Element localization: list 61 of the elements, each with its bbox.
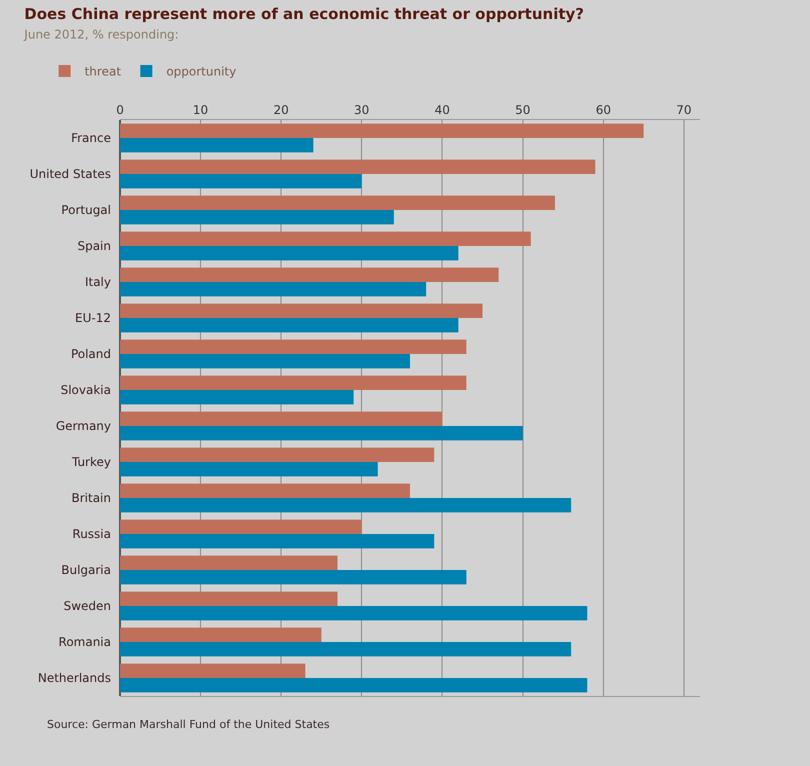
y-tick-label: Slovakia	[60, 383, 111, 398]
x-tick-label: 40	[434, 103, 450, 118]
y-tick-label: Russia	[72, 527, 111, 542]
y-tick-label: Germany	[56, 419, 111, 434]
y-tick-label: Romania	[58, 635, 111, 650]
y-tick-label: Turkey	[70, 455, 111, 470]
y-tick-label: United States	[30, 167, 111, 182]
y-tick-label: Spain	[77, 239, 111, 254]
chart-title: Does China represent more of an economic threat or opportunity?	[24, 5, 584, 24]
chart-subtitle: June 2012, % responding:	[23, 28, 179, 42]
bar	[120, 196, 555, 210]
x-tick-label: 30	[354, 103, 370, 118]
x-tick-label: 70	[676, 103, 692, 118]
bar	[120, 426, 523, 440]
bar	[120, 246, 458, 260]
bar	[120, 268, 499, 282]
bar	[120, 570, 466, 584]
bar	[120, 520, 362, 534]
bar	[120, 232, 531, 246]
bar	[120, 462, 378, 476]
bar	[120, 318, 458, 332]
legend-label: threat	[84, 64, 122, 79]
bar	[120, 484, 410, 498]
y-tick-label: EU-12	[75, 311, 111, 326]
x-tick-label: 0	[116, 103, 124, 118]
y-tick-label: Netherlands	[38, 671, 111, 686]
bar	[120, 534, 434, 548]
bar	[120, 138, 314, 152]
bar	[120, 664, 306, 678]
source-note: Source: German Marshall Fund of the United States	[47, 718, 330, 731]
y-tick-label: Sweden	[64, 599, 111, 614]
bar	[120, 628, 322, 642]
bar	[120, 606, 588, 620]
y-tick-label: Italy	[84, 275, 111, 290]
bar	[120, 160, 596, 174]
bar	[120, 354, 410, 368]
x-tick-label: 60	[596, 103, 611, 118]
bar	[120, 340, 466, 354]
y-tick-label: Britain	[72, 491, 111, 506]
bar	[120, 390, 354, 404]
bar	[120, 210, 394, 224]
bar	[120, 642, 572, 656]
bar	[120, 174, 362, 188]
x-tick-label: 20	[273, 103, 289, 118]
legend-label: opportunity	[166, 64, 236, 79]
x-tick-label: 50	[515, 103, 530, 118]
y-tick-label: Bulgaria	[61, 563, 111, 578]
bar	[120, 678, 588, 692]
bar	[120, 592, 338, 606]
bar	[120, 412, 442, 426]
bar	[120, 498, 572, 512]
y-tick-label: Poland	[70, 347, 111, 362]
y-tick-label: Portugal	[61, 203, 111, 218]
bar	[120, 304, 482, 318]
bar	[120, 282, 426, 296]
bar	[120, 448, 434, 462]
y-tick-label: France	[71, 131, 111, 146]
x-tick-label: 10	[192, 103, 208, 118]
bar	[120, 376, 466, 390]
bar	[120, 124, 644, 138]
bar	[120, 556, 338, 570]
